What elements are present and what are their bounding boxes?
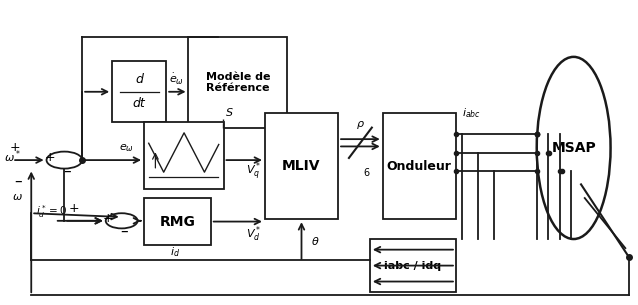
Text: dt: dt <box>133 97 145 110</box>
Text: 6: 6 <box>364 168 370 178</box>
Circle shape <box>47 152 82 169</box>
Bar <box>383 113 456 219</box>
Text: $i_d$: $i_d$ <box>170 245 180 259</box>
Text: MSAP: MSAP <box>551 141 596 155</box>
Text: $i_{abc}$: $i_{abc}$ <box>463 106 481 120</box>
Text: +: + <box>69 202 79 215</box>
Text: Modèle de
Référence: Modèle de Référence <box>205 72 270 93</box>
Text: $V_q^*$: $V_q^*$ <box>246 161 262 183</box>
Text: +: + <box>103 212 114 225</box>
Text: –: – <box>14 174 22 189</box>
Bar <box>144 122 223 189</box>
Text: Onduleur: Onduleur <box>387 160 452 173</box>
Text: $\omega$: $\omega$ <box>12 192 23 202</box>
Text: +: + <box>10 142 20 154</box>
Text: $\theta$: $\theta$ <box>311 235 320 246</box>
Bar <box>370 239 456 292</box>
Text: RMG: RMG <box>160 215 195 228</box>
Circle shape <box>106 213 138 228</box>
Text: $i_d^* = 0$: $i_d^* = 0$ <box>36 203 67 220</box>
Bar <box>188 37 287 128</box>
Bar <box>265 113 338 219</box>
Text: $\rho$: $\rho$ <box>356 119 365 131</box>
Text: iabc / idq: iabc / idq <box>384 260 441 271</box>
Text: S: S <box>226 108 233 118</box>
Bar <box>144 198 211 245</box>
Text: +: + <box>45 151 55 163</box>
Text: –: – <box>64 164 71 179</box>
Text: $\omega^*$: $\omega^*$ <box>4 149 21 165</box>
Ellipse shape <box>537 57 611 239</box>
Text: –: – <box>121 224 128 239</box>
Text: $e_\omega$: $e_\omega$ <box>119 142 135 154</box>
Text: MLIV: MLIV <box>282 159 321 173</box>
Text: $\dot{e}_\omega$: $\dot{e}_\omega$ <box>170 72 184 87</box>
Bar <box>112 61 167 122</box>
Text: d: d <box>135 73 143 86</box>
Text: $V_d^*$: $V_d^*$ <box>246 224 262 243</box>
